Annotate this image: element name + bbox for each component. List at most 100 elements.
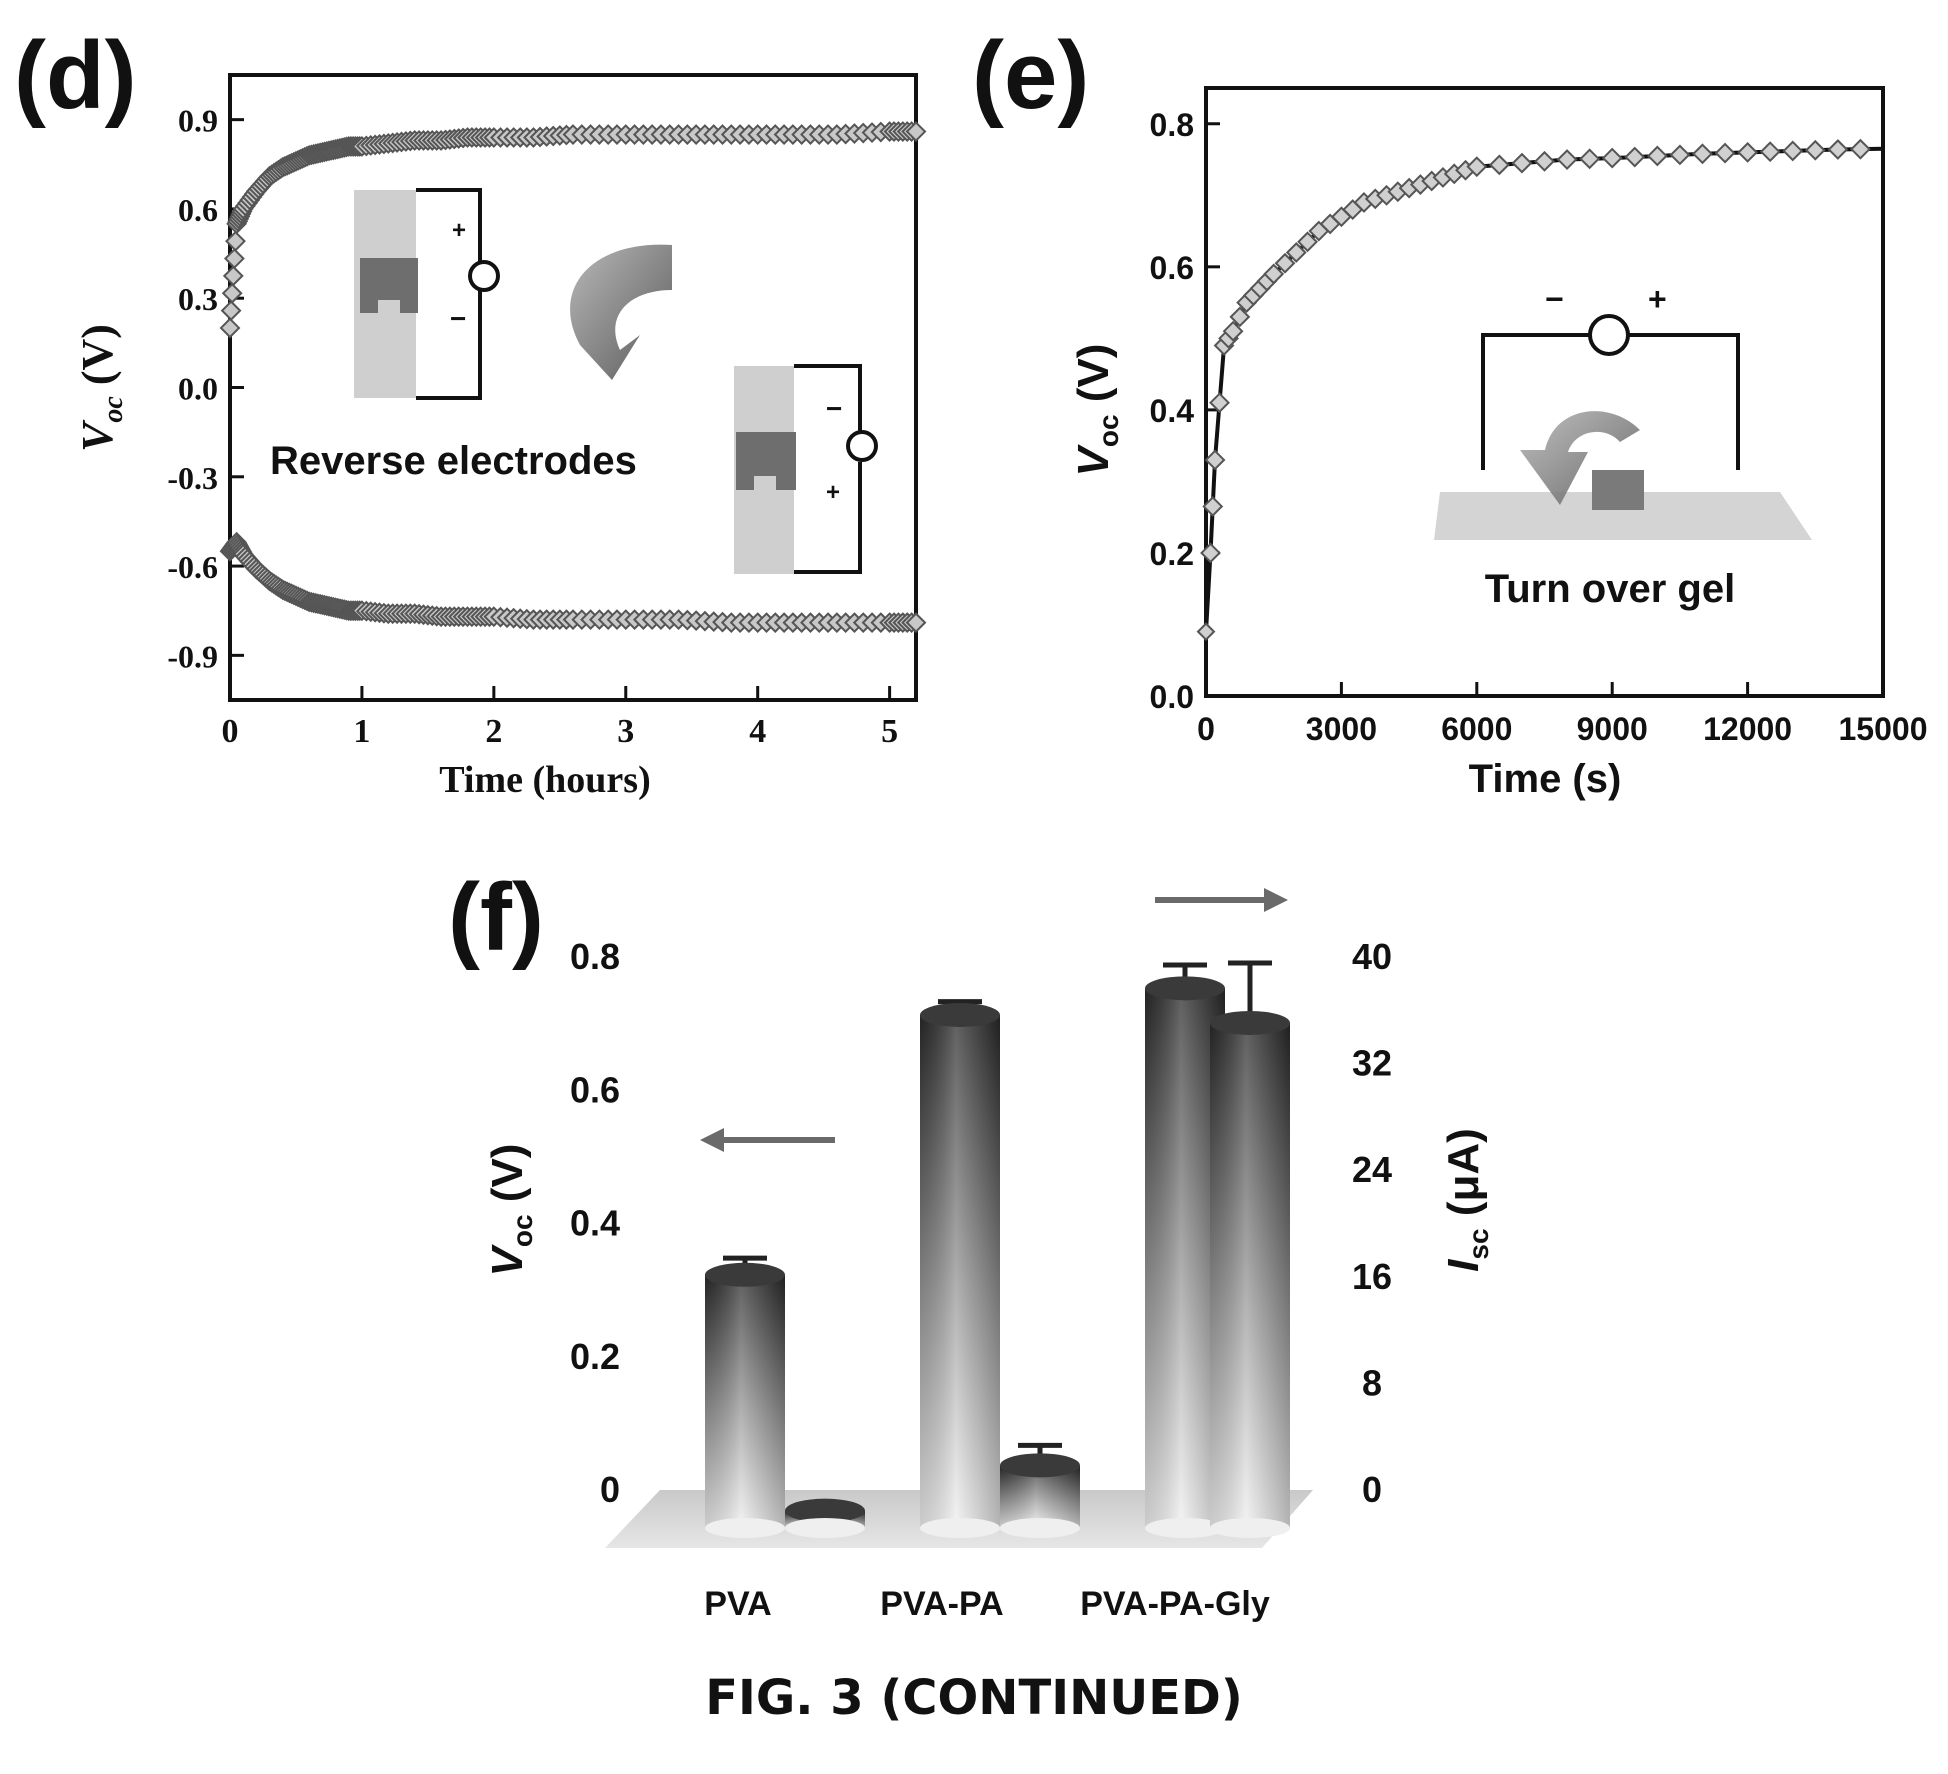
panel-d-inset-circuit-after: − + bbox=[734, 364, 878, 574]
y-tick-label: 0.6 bbox=[178, 192, 218, 228]
data-point-marker bbox=[1196, 622, 1216, 642]
data-point-marker bbox=[1804, 139, 1826, 161]
data-point-marker bbox=[1222, 320, 1244, 342]
panel-e-y-axis-label: Voc (V) bbox=[1069, 344, 1124, 477]
panel-f-category-labels: PVA PVA-PA PVA-PA-Gly bbox=[704, 1585, 1270, 1623]
inset-plus-sign: + bbox=[452, 217, 466, 244]
left-y-tick-label: 0.8 bbox=[570, 936, 620, 977]
panel-f-left-y-ticks: 0.8 0.6 0.4 0.2 0 bbox=[570, 936, 620, 1510]
data-point-marker bbox=[1624, 146, 1646, 168]
panel-e-x-ticks: 0 3000 6000 9000 12000 15000 bbox=[1197, 682, 1927, 747]
data-point-marker bbox=[1511, 152, 1533, 174]
panel-f-bars bbox=[705, 960, 1290, 1538]
x-tick-label: 2 bbox=[485, 713, 502, 750]
x-tick-label: 0 bbox=[1197, 711, 1215, 747]
y-tick-label: 0.0 bbox=[1150, 679, 1194, 715]
data-point-marker bbox=[1200, 542, 1221, 564]
x-tick-label: 9000 bbox=[1577, 711, 1648, 747]
data-point-marker bbox=[1850, 138, 1871, 160]
panel-d-x-ticks: 0 1 2 3 4 5 bbox=[222, 686, 898, 750]
panel-f-left-y-axis-label: Voc (V) bbox=[483, 1144, 538, 1277]
isc-bar bbox=[1210, 1010, 1290, 1538]
data-point-marker bbox=[1209, 392, 1230, 414]
voc-bar bbox=[705, 1262, 785, 1538]
x-tick-label: 12000 bbox=[1703, 711, 1792, 747]
data-point-marker bbox=[1534, 150, 1555, 172]
x-tick-label: 6000 bbox=[1441, 711, 1512, 747]
data-point-marker bbox=[1737, 141, 1759, 163]
data-point-marker bbox=[220, 300, 242, 322]
left-y-tick-label: 0.4 bbox=[570, 1203, 620, 1244]
data-point-marker bbox=[1204, 449, 1226, 471]
data-point-marker bbox=[1759, 141, 1781, 163]
panel-e-inset-text: Turn over gel bbox=[1485, 567, 1735, 611]
panel-e-inset-diagram: − + bbox=[1434, 281, 1812, 540]
panel-d-inset-circuit-before: + − bbox=[354, 188, 500, 400]
data-point-marker bbox=[1601, 147, 1623, 169]
y-tick-label: 0.0 bbox=[178, 371, 218, 407]
inset-plus-sign: + bbox=[1648, 281, 1667, 317]
data-point-marker bbox=[1827, 139, 1849, 160]
data-point-marker bbox=[1285, 242, 1307, 263]
panel-f-right-y-ticks: 40 32 24 16 8 0 bbox=[1352, 936, 1392, 1510]
data-point-marker bbox=[1782, 140, 1804, 162]
inset-minus-sign: − bbox=[826, 393, 842, 424]
panel-d: (d) 0.9 0.6 0.3 0.0 -0.3 -0.6 -0.9 0 1 2 3 4 5 + − … bbox=[14, 22, 927, 801]
inset-plus-sign: + bbox=[826, 479, 840, 506]
left-y-tick-label: 0.2 bbox=[570, 1336, 620, 1377]
inset-minus-sign: − bbox=[450, 303, 466, 334]
category-label: PVA bbox=[704, 1585, 771, 1623]
right-y-tick-label: 40 bbox=[1352, 936, 1392, 977]
panel-d-curved-arrow bbox=[570, 244, 672, 380]
data-point-marker bbox=[221, 282, 243, 304]
y-tick-label: 0.2 bbox=[1150, 536, 1194, 572]
y-tick-label: 0.9 bbox=[178, 103, 218, 139]
y-tick-label: -0.6 bbox=[167, 549, 218, 585]
data-point-marker bbox=[905, 121, 927, 142]
y-tick-label: 0.3 bbox=[178, 281, 218, 317]
panel-d-y-ticks: 0.9 0.6 0.3 0.0 -0.3 -0.6 -0.9 bbox=[167, 103, 244, 674]
panel-d-y-axis-label: Voc (V) bbox=[73, 324, 129, 452]
panel-d-inset-text: Reverse electrodes bbox=[270, 439, 637, 483]
right-y-tick-label: 8 bbox=[1362, 1362, 1382, 1403]
panel-f-right-axis-arrow bbox=[1155, 888, 1288, 912]
data-point-marker bbox=[1646, 145, 1668, 167]
x-tick-label: 1 bbox=[353, 713, 370, 750]
panel-d-label: (d) bbox=[14, 22, 137, 129]
panel-e-label: (e) bbox=[972, 22, 1089, 129]
isc-bar bbox=[785, 1498, 865, 1538]
data-point-marker bbox=[1714, 142, 1736, 164]
x-tick-label: 3000 bbox=[1306, 711, 1377, 747]
right-y-tick-label: 16 bbox=[1352, 1256, 1392, 1297]
y-tick-label: 0.8 bbox=[1150, 107, 1194, 143]
panel-f-label: (f) bbox=[448, 864, 544, 971]
category-label: PVA-PA bbox=[880, 1585, 1003, 1623]
data-point-marker bbox=[1579, 148, 1601, 170]
category-label: PVA-PA-Gly bbox=[1080, 1585, 1270, 1623]
data-point-marker bbox=[1263, 263, 1285, 285]
left-y-tick-label: 0 bbox=[600, 1469, 620, 1510]
panel-e-plot-frame bbox=[1204, 86, 1885, 698]
data-point-marker bbox=[219, 317, 241, 339]
panel-e-data-points bbox=[1196, 138, 1871, 642]
left-y-tick-label: 0.6 bbox=[570, 1069, 620, 1110]
voc-bar bbox=[920, 1002, 1000, 1538]
panel-d-x-axis-label: Time (hours) bbox=[439, 759, 650, 801]
panel-f-left-axis-arrow bbox=[700, 1128, 835, 1152]
data-point-marker bbox=[1297, 231, 1318, 253]
data-point-marker bbox=[222, 265, 244, 287]
y-tick-label: 0.4 bbox=[1150, 393, 1195, 429]
data-point-marker bbox=[1669, 144, 1691, 166]
data-point-marker bbox=[1202, 496, 1224, 517]
x-tick-label: 15000 bbox=[1839, 711, 1928, 747]
right-y-tick-label: 0 bbox=[1362, 1469, 1382, 1510]
data-point-marker bbox=[1488, 154, 1510, 176]
x-tick-label: 4 bbox=[749, 713, 766, 750]
data-point-marker bbox=[1229, 306, 1251, 328]
figure-caption: FIG. 3 (CONTINUED) bbox=[705, 1670, 1243, 1726]
right-y-tick-label: 24 bbox=[1352, 1149, 1392, 1190]
panel-f-right-y-axis-label: Isc (μA) bbox=[1439, 1128, 1494, 1272]
panel-e-y-ticks: 0.8 0.6 0.4 0.2 0.0 bbox=[1150, 107, 1220, 715]
y-tick-label: -0.9 bbox=[167, 638, 218, 674]
